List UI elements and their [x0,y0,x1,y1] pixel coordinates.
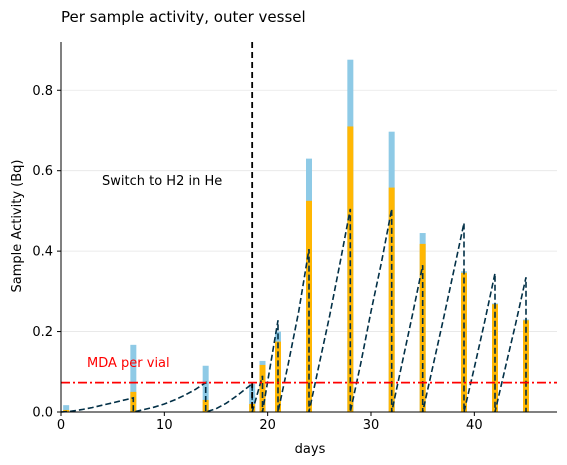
axes: 0 10 20 30 40 0.0 0.2 0.4 0.6 0.8 [32,42,557,433]
component-bar [275,341,281,412]
x-tick-label: 40 [466,418,483,433]
y-tick-label: 0.8 [32,84,53,99]
model-curve-layer [60,208,527,414]
total-bar [130,344,137,412]
y-tick-label: 0.0 [32,406,53,421]
y-axis-label: Sample Activity (Bq) [10,160,25,293]
x-tick-label: 10 [156,418,173,433]
y-tick-label: 0.6 [32,164,53,179]
component-bar [388,187,395,412]
x-tick-label: 20 [259,418,276,433]
y-tick-label: 0.4 [32,245,53,260]
chart-title: Per sample activity, outer vessel [61,8,306,26]
total-bar [63,405,70,412]
mda-annotation: MDA per vial [87,356,170,371]
model-curve [60,208,527,414]
switch-annotation: Switch to H2 in He [102,174,222,189]
x-tick-label: 0 [57,418,65,433]
y-tick-label: 0.2 [32,325,53,340]
reference-lines [61,42,557,412]
x-axis-label: days [295,442,326,457]
x-tick-label: 30 [363,418,380,433]
